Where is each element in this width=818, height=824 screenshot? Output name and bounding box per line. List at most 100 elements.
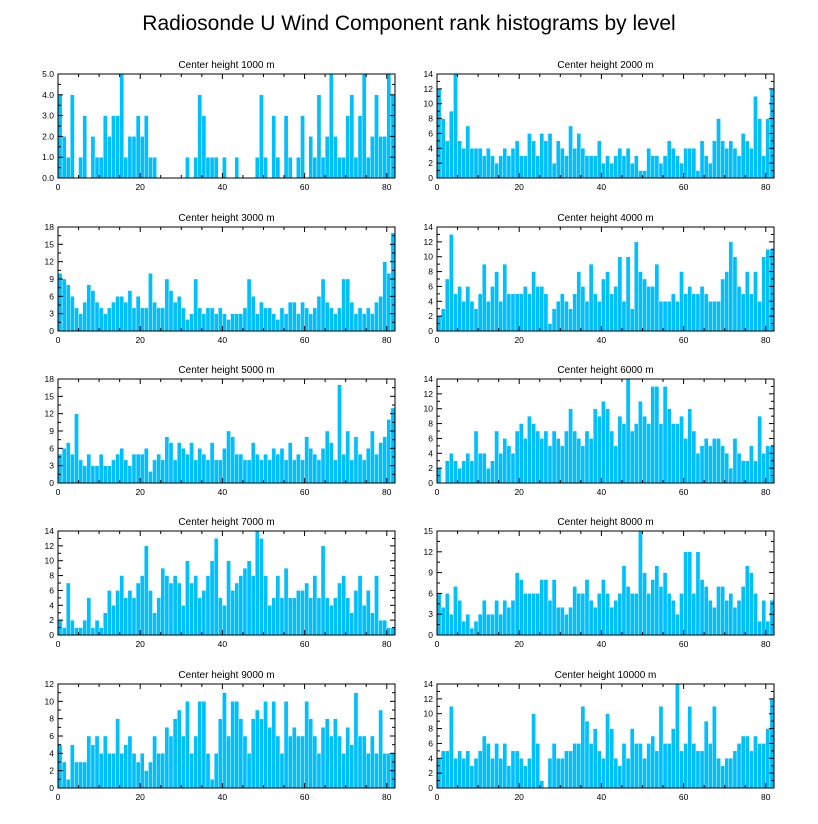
histogram-bar [287,597,293,636]
histogram-bar [765,620,771,636]
histogram-bar [103,465,108,484]
histogram-bar [366,753,371,789]
histogram-bar [70,619,75,636]
x-tick-label: 80 [382,792,392,802]
histogram-bar [86,453,92,484]
histogram-bar [703,438,709,484]
histogram-bar [580,148,586,179]
x-tick-label: 0 [56,792,61,802]
histogram-bar [592,293,598,332]
histogram-bar [66,582,71,636]
histogram-bar [103,612,108,636]
histogram-bar [259,718,264,789]
histogram-bar [642,170,647,179]
histogram-bar [82,465,87,484]
y-tick-label: 3 [49,309,54,319]
histogram-bar [160,753,166,789]
histogram-bar [609,607,614,636]
histogram-bar [345,597,350,636]
panel-title: Center height 1000 m [178,60,274,71]
histogram-bar [745,140,750,179]
histogram-bar [724,148,729,179]
histogram-bar [259,301,264,332]
histogram-bar [539,780,545,789]
histogram-bar [568,607,573,636]
histogram-bar [386,273,392,332]
histogram-bar [119,296,124,332]
histogram-bar [576,133,582,179]
y-tick-label: 6 [428,738,433,748]
histogram-bar [98,627,104,636]
histogram-bar [131,136,137,179]
histogram-bar [197,448,203,484]
histogram-bar [152,301,157,332]
histogram-bar [361,605,367,636]
histogram-bar [753,735,758,789]
histogram-bar [119,753,124,789]
histogram-bar [716,438,721,484]
histogram-bar [638,401,643,484]
histogram-bar [230,701,235,789]
histogram-bar [316,459,322,484]
histogram-bar [736,155,742,179]
histogram-bar [66,779,71,789]
histogram-bar [324,136,330,179]
histogram-bar [473,758,479,789]
histogram-bar [222,313,227,332]
histogram-panel-8: Center height 9000 m 0 20 40 60 80 0 2 4 6 8 10 12 [45,670,396,802]
histogram-bar [390,407,396,484]
histogram-bar [115,718,120,789]
histogram-bar [629,728,635,789]
histogram-bar [370,313,375,332]
histogram-bar [465,286,471,332]
histogram-bar [279,448,285,484]
y-tick-label: 8 [428,419,433,429]
histogram-bar [547,600,553,636]
histogram-bar [90,744,96,789]
histogram-bar [213,538,219,636]
histogram-bar [584,579,590,636]
histogram-bar [440,750,446,789]
histogram-bar [370,612,375,636]
histogram-bar [378,442,383,484]
histogram-bar [111,301,116,332]
histogram-bar [86,284,92,332]
histogram-bar [234,156,240,179]
histogram-bar [296,313,301,332]
panel-title: Center height 2000 m [557,60,653,71]
histogram-bar [490,758,495,789]
histogram-bar [263,575,268,636]
histogram-bar [621,423,627,484]
histogram-bar [333,313,338,332]
histogram-bar [514,430,520,484]
y-tick-label: 0 [49,478,54,488]
histogram-bar [469,627,475,636]
histogram-bar [469,765,475,789]
histogram-bar [123,459,129,484]
histogram-bar [255,709,260,789]
histogram-bar [671,423,676,484]
histogram-bar [300,735,305,789]
histogram-bar [111,115,116,179]
histogram-bar [144,115,149,179]
y-tick-label: 0 [49,630,54,640]
y-tick-label: 2 [49,766,54,776]
histogram-bar [201,701,207,789]
y-tick-label: 12 [424,547,434,557]
x-tick-label: 0 [56,335,61,345]
histogram-bar [564,750,569,789]
histogram-bar [477,614,483,636]
histogram-bar [222,692,227,789]
y-tick-label: 4.0 [42,90,54,100]
histogram-bar [107,136,112,179]
histogram-bar [292,727,297,789]
histogram-bar [720,445,725,484]
histogram-bar [539,133,545,179]
histogram-bar [316,753,322,789]
histogram-bar [683,148,688,179]
histogram-bar [267,605,272,636]
histogram-bar [353,436,359,484]
histogram-bar [473,148,479,179]
histogram-bar [597,750,602,789]
histogram-bar [271,313,277,332]
